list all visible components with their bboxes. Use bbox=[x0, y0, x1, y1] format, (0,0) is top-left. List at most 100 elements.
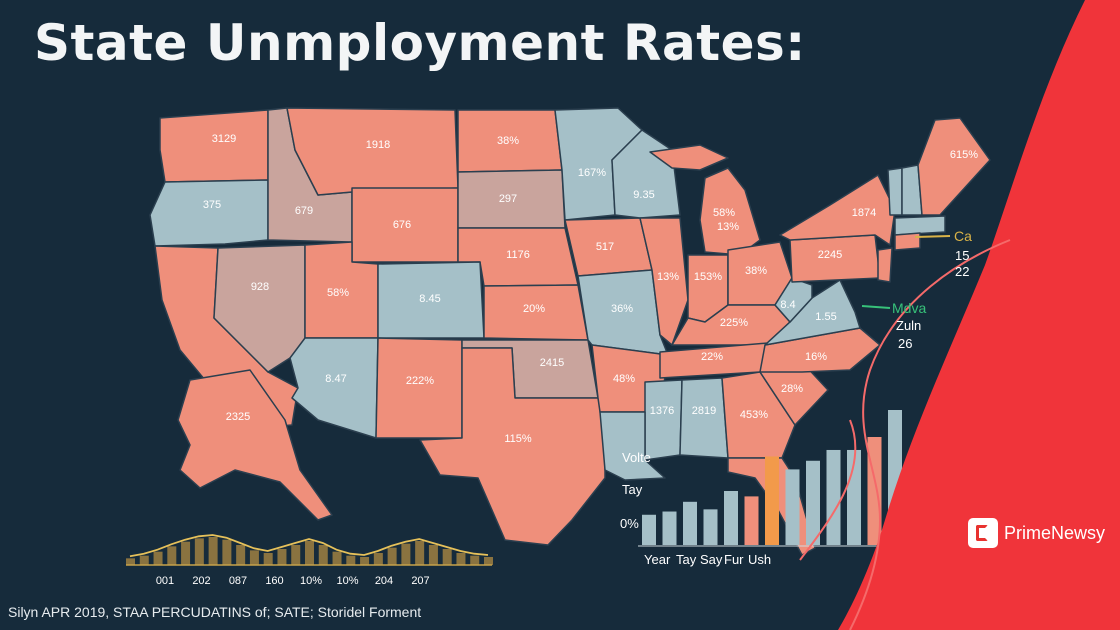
side-chart-bar bbox=[724, 491, 738, 545]
state-label-south-dakota: 297 bbox=[499, 193, 517, 205]
state-new-jersey bbox=[877, 247, 893, 283]
source-caption: Silyn APR 2019, STAA PERCUDATINS of; SAT… bbox=[8, 604, 422, 620]
state-label-kansas: 20% bbox=[523, 303, 545, 315]
state-georgia bbox=[721, 371, 796, 459]
state-label-colorado: 8.45 bbox=[419, 293, 440, 305]
state-label-tennessee: 22% bbox=[701, 351, 723, 363]
timeline-bar bbox=[139, 555, 149, 565]
state-label-oklahoma: 2415 bbox=[540, 357, 564, 369]
state-washington bbox=[159, 109, 269, 183]
timeline-bar bbox=[194, 538, 204, 565]
timeline-bar bbox=[167, 546, 177, 565]
state-new-york bbox=[779, 174, 896, 246]
state-montana bbox=[286, 107, 459, 196]
timeline-label: 10% bbox=[300, 575, 322, 587]
state-label-georgia: 453% bbox=[740, 409, 768, 421]
state-label-arkansas: 48% bbox=[613, 373, 635, 385]
page-title: State Unmployment Rates: bbox=[34, 14, 806, 72]
callout-zuln: Zuln bbox=[896, 318, 921, 333]
side-chart-bar bbox=[785, 469, 800, 545]
state-label-ohio: 38% bbox=[745, 265, 767, 277]
callout-26: 26 bbox=[898, 336, 912, 351]
callout-15: 15 bbox=[955, 248, 969, 263]
timeline-line bbox=[129, 534, 489, 558]
timeline-bar bbox=[456, 553, 466, 565]
side-chart-bar bbox=[662, 511, 677, 545]
state-label-montana: 1918 bbox=[366, 139, 390, 151]
timeline-bar bbox=[318, 545, 328, 565]
state-label-north-carolina: 16% bbox=[805, 351, 827, 363]
state-label-mississippi: 1376 bbox=[650, 405, 674, 417]
timeline-label: 202 bbox=[192, 575, 210, 587]
state-label-wisconsin: 9.35 bbox=[633, 189, 654, 201]
callout-22: 22 bbox=[955, 264, 969, 279]
callout-line-ca bbox=[914, 235, 951, 238]
state-new-mexico bbox=[375, 337, 463, 439]
timeline-bar bbox=[305, 541, 314, 565]
timeline-bar bbox=[442, 549, 452, 565]
state-label-washington: 3129 bbox=[212, 133, 236, 145]
state-label-kentucky: 225% bbox=[720, 317, 748, 329]
timeline-bar bbox=[263, 553, 273, 565]
timeline-bar bbox=[126, 558, 135, 565]
callout-line-mdva bbox=[861, 305, 891, 309]
state-maine bbox=[917, 117, 991, 216]
side-chart-categories: Year Tay Say Fur Ush bbox=[644, 552, 771, 567]
timeline-label: 204 bbox=[375, 575, 393, 587]
side-chart-bar bbox=[703, 509, 718, 545]
timeline-bar bbox=[208, 537, 218, 565]
red-swoosh-shape bbox=[838, 0, 1120, 630]
state-texas bbox=[419, 347, 606, 546]
state-labels: 3129 1918 38% 167% 9.35 615% 375 679 676… bbox=[203, 133, 978, 445]
callout-mdva: Mdva bbox=[892, 300, 926, 316]
state-alabama bbox=[679, 377, 729, 459]
timeline-bar bbox=[428, 545, 438, 565]
state-label-arizona: 8.47 bbox=[325, 373, 346, 385]
side-chart-ylabel: Tay bbox=[622, 482, 643, 497]
state-west-virginia bbox=[774, 277, 813, 323]
state-massachusetts bbox=[894, 215, 946, 236]
side-chart-bar bbox=[765, 456, 779, 545]
timeline-bar bbox=[249, 550, 259, 565]
state-label-illinois: 13% bbox=[657, 271, 679, 283]
timeline-label: 207 bbox=[411, 575, 429, 587]
state-label-nebraska: 1176 bbox=[506, 249, 530, 261]
timeline-bar bbox=[153, 551, 163, 565]
side-chart-category-label: Say bbox=[700, 552, 723, 567]
state-label-minnesota: 167% bbox=[578, 167, 606, 179]
state-label-alaska: 2325 bbox=[226, 411, 250, 423]
side-chart-category-label: Fur bbox=[724, 552, 744, 567]
state-alaska bbox=[177, 369, 333, 521]
state-label-missouri: 36% bbox=[611, 303, 633, 315]
state-label-virginia: 1.55 bbox=[815, 311, 836, 323]
state-vermont bbox=[887, 167, 903, 216]
state-label-texas: 115% bbox=[504, 433, 532, 445]
state-label-nevada: 928 bbox=[251, 281, 269, 293]
timeline-bar bbox=[181, 541, 191, 565]
state-label-alabama: 2819 bbox=[692, 405, 716, 417]
state-arizona bbox=[289, 337, 379, 439]
timeline-bar bbox=[277, 549, 287, 565]
swoosh-outline bbox=[849, 239, 1011, 630]
timeline-chart bbox=[126, 534, 493, 566]
side-chart-bar bbox=[806, 460, 820, 545]
state-label-wyoming: 676 bbox=[393, 219, 411, 231]
state-label-michigan-lower: 13% bbox=[717, 221, 739, 233]
state-label-pennsylvania: 2245 bbox=[818, 249, 842, 261]
state-label-oregon: 375 bbox=[203, 199, 221, 211]
side-chart-bar bbox=[642, 514, 656, 545]
state-michigan-upper bbox=[649, 144, 729, 171]
state-label-maine: 615% bbox=[950, 149, 978, 161]
timeline-bar bbox=[346, 555, 356, 565]
state-louisiana bbox=[599, 411, 666, 481]
state-label-west-virginia: 8.4 bbox=[780, 299, 795, 311]
state-label-north-dakota: 38% bbox=[497, 135, 519, 147]
state-label-south-carolina: 28% bbox=[781, 383, 803, 395]
timeline-bar bbox=[484, 557, 493, 565]
timeline-label: 160 bbox=[265, 575, 283, 587]
timeline-bar bbox=[360, 557, 370, 565]
side-chart-bar bbox=[744, 496, 759, 545]
state-connecticut bbox=[894, 232, 921, 251]
